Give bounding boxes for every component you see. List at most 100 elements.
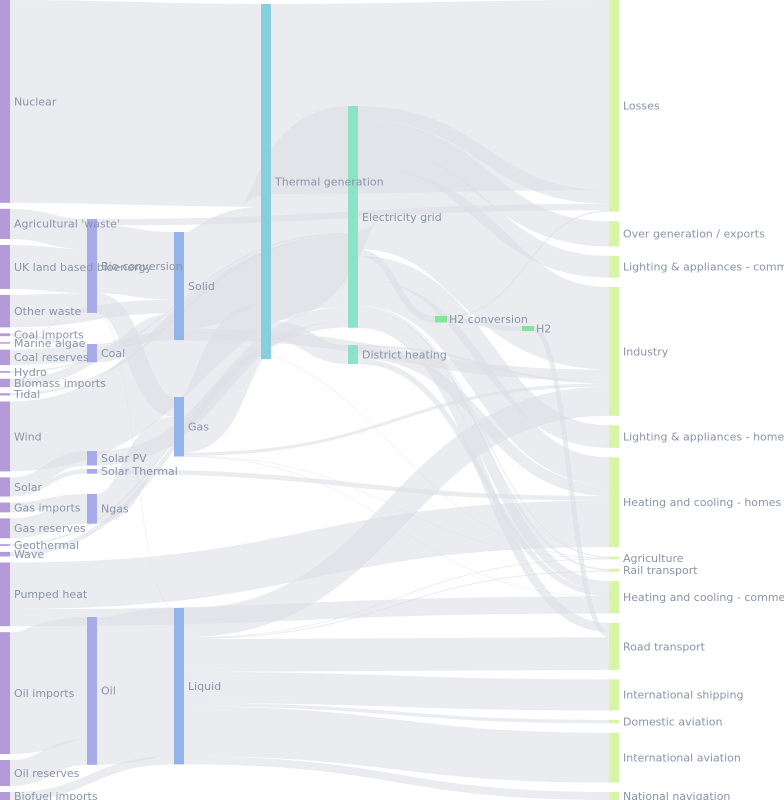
flow-biofuel-imports-to-liquid[interactable]: [9, 755, 175, 800]
node-wave[interactable]: [0, 551, 10, 557]
label-pumped-heat: Pumped heat: [14, 588, 88, 601]
label-coal: Coal: [101, 347, 125, 360]
node-solar-pv[interactable]: [87, 451, 97, 466]
node-solar-thermal[interactable]: [87, 469, 97, 474]
node-gas-reserves[interactable]: [0, 518, 10, 539]
label-road-transport: Road transport: [623, 640, 706, 653]
label-gas-reserves: Gas reserves: [14, 522, 86, 535]
flow-liquid-to-national-navigation[interactable]: [183, 756, 610, 800]
node-hydro[interactable]: [0, 371, 10, 373]
flow-electricity-grid-to-h2-conversion[interactable]: [357, 249, 436, 323]
flow-liquid-to-road-transport[interactable]: [183, 637, 610, 672]
label-lighting-commercial: Lighting & appliances - commercial: [623, 261, 784, 274]
node-biofuel-imports[interactable]: [0, 791, 10, 800]
node-international-aviation[interactable]: [609, 732, 619, 783]
label-lighting-homes: Lighting & appliances - homes: [623, 430, 784, 443]
node-losses[interactable]: [609, 0, 619, 212]
node-gas[interactable]: [174, 397, 184, 457]
flow-other-waste-to-solid[interactable]: [9, 299, 175, 328]
node-agri-waste[interactable]: [0, 208, 10, 239]
label-tidal: Tidal: [13, 388, 40, 401]
label-layer: Nuclear Agricultural 'waste' UK land based…: [13, 95, 784, 800]
node-lighting-commercial[interactable]: [609, 255, 619, 278]
node-bio-conversion[interactable]: [87, 219, 97, 313]
label-oil: Oil: [101, 685, 116, 698]
flow-liquid-to-international-aviation[interactable]: [183, 706, 610, 783]
node-wind[interactable]: [0, 401, 10, 472]
node-electricity-grid[interactable]: [348, 106, 358, 328]
node-marine-algae[interactable]: [0, 342, 10, 344]
node-over-generation[interactable]: [609, 221, 619, 247]
node-district-heating[interactable]: [348, 345, 358, 365]
node-uk-bio[interactable]: [0, 244, 10, 289]
node-heating-homes[interactable]: [609, 457, 619, 548]
node-tidal[interactable]: [0, 393, 10, 396]
node-biomass-imports[interactable]: [0, 378, 10, 388]
flow-liquid-to-international-shipping[interactable]: [183, 671, 610, 711]
flow-pumped-heat-to-heating-commercial[interactable]: [9, 596, 610, 627]
node-agriculture[interactable]: [609, 556, 619, 560]
node-industry[interactable]: [609, 287, 619, 416]
flow-solar-to-solar-thermal[interactable]: [9, 468, 88, 497]
node-lighting-homes[interactable]: [609, 425, 619, 448]
node-oil-imports[interactable]: [0, 632, 10, 754]
node-heating-commercial[interactable]: [609, 581, 619, 614]
node-nuclear[interactable]: [0, 0, 10, 203]
flow-other-waste-to-bio-conversion[interactable]: [9, 293, 88, 314]
flow-gas-reserves-to-ngas[interactable]: [9, 503, 88, 539]
label-biofuel-imports: Biofuel imports: [14, 790, 98, 800]
node-geothermal[interactable]: [0, 544, 10, 546]
node-oil[interactable]: [87, 617, 97, 765]
flow-electricity-grid-to-industry[interactable]: [356, 166, 611, 370]
node-ngas[interactable]: [87, 494, 97, 524]
node-coal[interactable]: [87, 344, 97, 363]
flow-coal-imports-to-coal[interactable]: [9, 333, 88, 347]
flow-uk-bio-to-bio-conversion[interactable]: [9, 244, 88, 294]
label-district-heating: District heating: [362, 348, 447, 361]
label-electricity-grid: Electricity grid: [362, 211, 442, 224]
node-international-shipping[interactable]: [609, 679, 619, 711]
flow-oil-to-liquid[interactable]: [95, 608, 176, 765]
flow-wind-to-electricity-grid[interactable]: [8, 236, 350, 472]
flow-thermal-generation-to-losses[interactable]: [270, 0, 610, 195]
node-domestic-aviation[interactable]: [609, 719, 619, 724]
flow-h2-conversion-to-h2[interactable]: [444, 317, 523, 332]
node-coal-imports[interactable]: [0, 333, 10, 337]
flow-solar-thermal-to-heating-homes[interactable]: [96, 468, 610, 501]
flow-coal-reserves-to-coal[interactable]: [9, 346, 88, 366]
node-other-waste[interactable]: [0, 294, 10, 328]
label-other-waste: Other waste: [14, 305, 82, 318]
node-liquid[interactable]: [174, 608, 184, 765]
node-solid[interactable]: [174, 232, 184, 341]
node-h2-conversion[interactable]: [435, 316, 447, 323]
flow-solid-to-industry[interactable]: [183, 328, 610, 381]
node-h2[interactable]: [522, 326, 534, 332]
flow-liquid-to-agriculture[interactable]: [183, 558, 610, 639]
node-thermal-generation[interactable]: [261, 4, 271, 360]
node-pumped-heat[interactable]: [0, 562, 10, 627]
flow-h2-conversion-to-losses[interactable]: [444, 210, 610, 318]
flow-bio-conversion-to-solid[interactable]: [96, 225, 175, 300]
flow-oil-imports-to-oil[interactable]: [7, 617, 90, 754]
node-national-navigation[interactable]: [609, 791, 619, 800]
label-agri-waste: Agricultural 'waste': [14, 218, 120, 231]
node-rail-transport[interactable]: [609, 568, 619, 572]
flow-nuclear-to-thermal-generation[interactable]: [9, 0, 262, 207]
flow-gas-to-industry[interactable]: [183, 383, 610, 456]
label-gas: Gas: [188, 421, 209, 434]
node-gas-imports[interactable]: [0, 502, 10, 513]
label-solar-pv: Solar PV: [101, 452, 147, 465]
node-coal-reserves[interactable]: [0, 349, 10, 366]
flow-liquid-to-domestic-aviation[interactable]: [183, 703, 610, 724]
flow-h2-to-road-transport[interactable]: [531, 326, 610, 638]
flow-solid-to-thermal-generation[interactable]: [181, 206, 264, 329]
flow-agri-waste-to-bio-conversion[interactable]: [9, 208, 88, 250]
flow-oil-reserves-to-oil[interactable]: [9, 738, 88, 786]
node-oil-reserves[interactable]: [0, 759, 10, 786]
node-road-transport[interactable]: [609, 622, 619, 670]
flow-thermal-generation-to-district-heating[interactable]: [270, 320, 349, 365]
label-h2: H2: [536, 322, 551, 335]
node-solar[interactable]: [0, 477, 10, 497]
flow-pumped-heat-to-heating-homes[interactable]: [9, 500, 610, 610]
flow-gas-imports-to-ngas[interactable]: [9, 493, 88, 513]
